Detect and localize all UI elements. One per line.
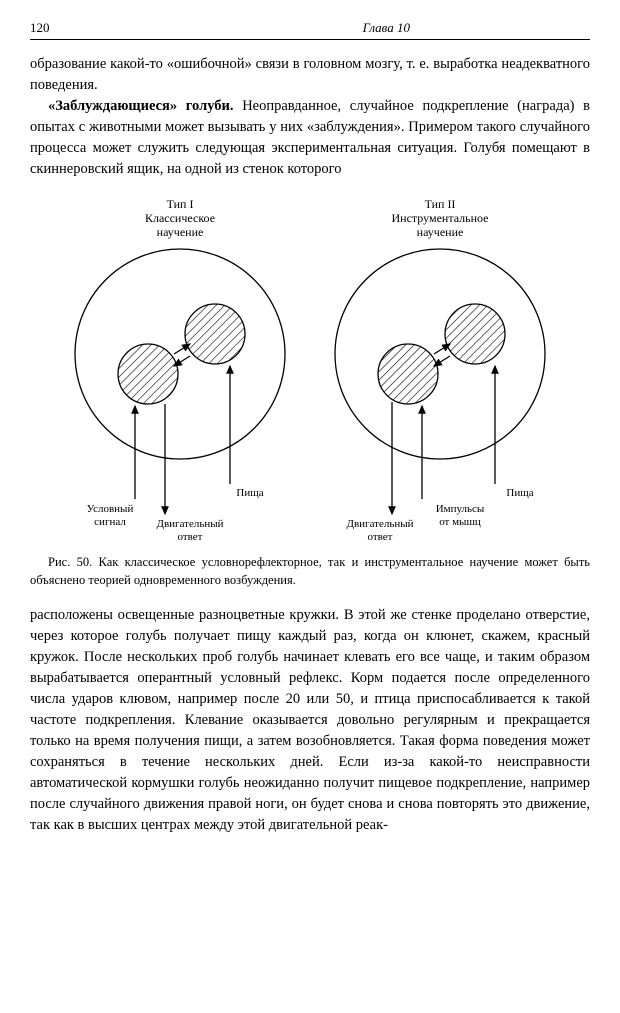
chapter-label: Глава 10 [363,20,410,36]
label-l3: Пища [236,487,263,499]
paragraph-3: расположены освещенные разноцветные круж… [30,605,590,836]
page-header: 120 Глава 10 [30,20,590,40]
fig-title-left-2: Классическое [145,211,215,225]
label-l1b: сигнал [94,516,126,528]
label-r2b: ответ [368,531,393,543]
label-r3: Пища [506,487,533,499]
label-r1b: от мышц [439,516,481,528]
paragraph-1: образование какой-то «ошибочной» связи в… [30,54,590,96]
label-r2: Двигательный [346,518,413,530]
paragraph-2: «Заблуждающиеся» голуби. Неоправданное, … [30,96,590,180]
fig-title-right-1: Тип II [425,197,456,211]
paragraph-2-bold: «Заблуждающиеся» голуби. [48,98,234,114]
fig-title-right-3: научение [417,225,464,239]
label-l2b: ответ [178,531,203,543]
fig-title-left-1: Тип I [167,197,194,211]
label-r1: Импульсы [436,503,485,515]
figure-caption: Рис. 50. Как классическое условнорефлект… [30,554,590,589]
fig-title-left-3: научение [157,225,204,239]
fig-title-right-2: Инструментальное [391,211,488,225]
label-l1: Условный [87,503,134,515]
label-l2: Двигательный [156,518,223,530]
figure-50: Тип I Классическое научение Тип II Инстр… [30,194,590,544]
page-number: 120 [30,20,50,36]
